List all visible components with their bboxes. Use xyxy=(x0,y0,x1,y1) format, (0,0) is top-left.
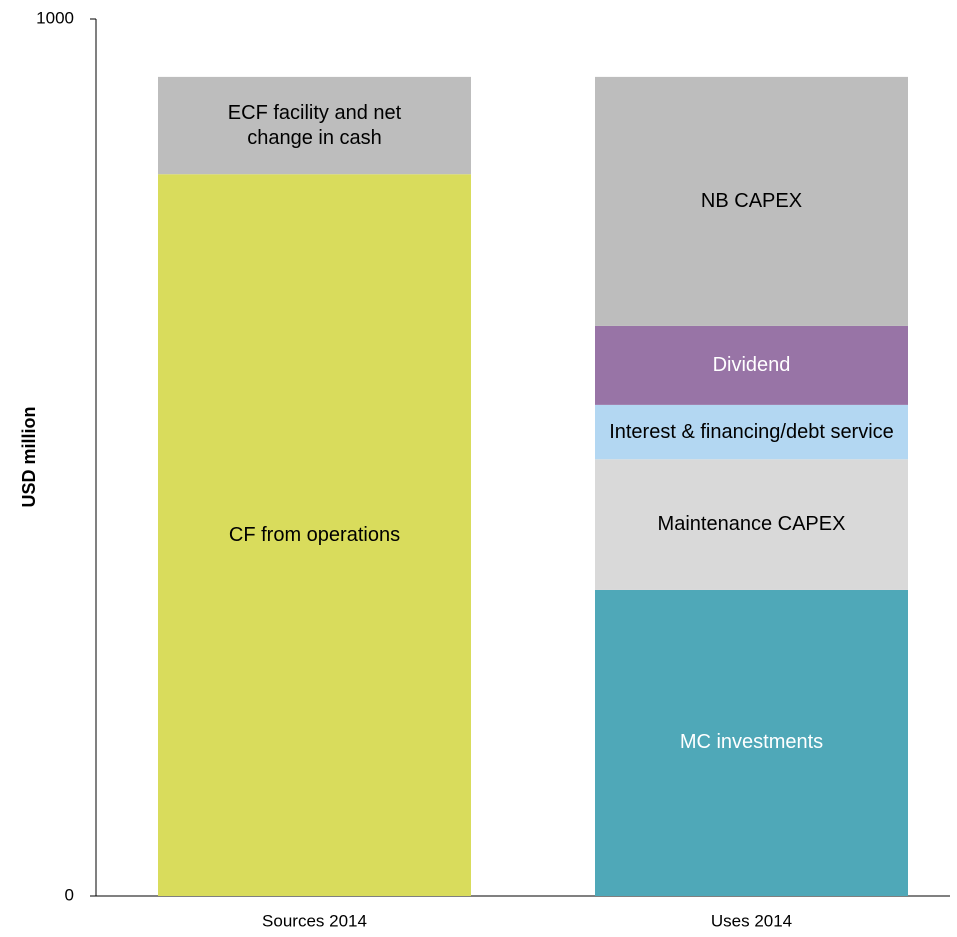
segment-label: CF from operations xyxy=(228,523,401,546)
segment-label-box: NB CAPEX xyxy=(700,189,803,212)
segment-label-box: Dividend xyxy=(712,353,791,376)
segment-label: ECF facility and net change in cash xyxy=(227,101,402,149)
segment-label: Interest & financing/debt service xyxy=(609,420,894,443)
x-tick-label: Sources 2014 xyxy=(262,911,367,930)
bar-segment xyxy=(158,174,471,896)
segment-label: NB CAPEX xyxy=(700,189,803,212)
bar-segment xyxy=(595,404,908,460)
y-tick-label: 1000 xyxy=(36,8,74,27)
y-tick-label: 0 xyxy=(65,885,74,904)
segment-label-box: Interest & financing/debt service xyxy=(609,420,894,443)
bar-segment xyxy=(595,459,908,590)
segment-label-box: MC investments xyxy=(679,731,824,754)
bar-segment xyxy=(595,589,908,896)
y-axis-label: USD million xyxy=(19,406,39,507)
x-tick-label: Uses 2014 xyxy=(711,911,792,930)
segment-label: MC investments xyxy=(679,731,824,754)
segment-label-box: ECF facility and net change in cash xyxy=(227,101,402,149)
segment-label-box: Maintenance CAPEX xyxy=(657,513,846,536)
bar-segment xyxy=(595,325,908,405)
segment-label: Dividend xyxy=(712,353,791,376)
segment-label-box: CF from operations xyxy=(228,523,401,546)
segment-label: Maintenance CAPEX xyxy=(657,513,846,536)
bar-segment xyxy=(595,76,908,326)
bar-segment xyxy=(158,76,471,175)
